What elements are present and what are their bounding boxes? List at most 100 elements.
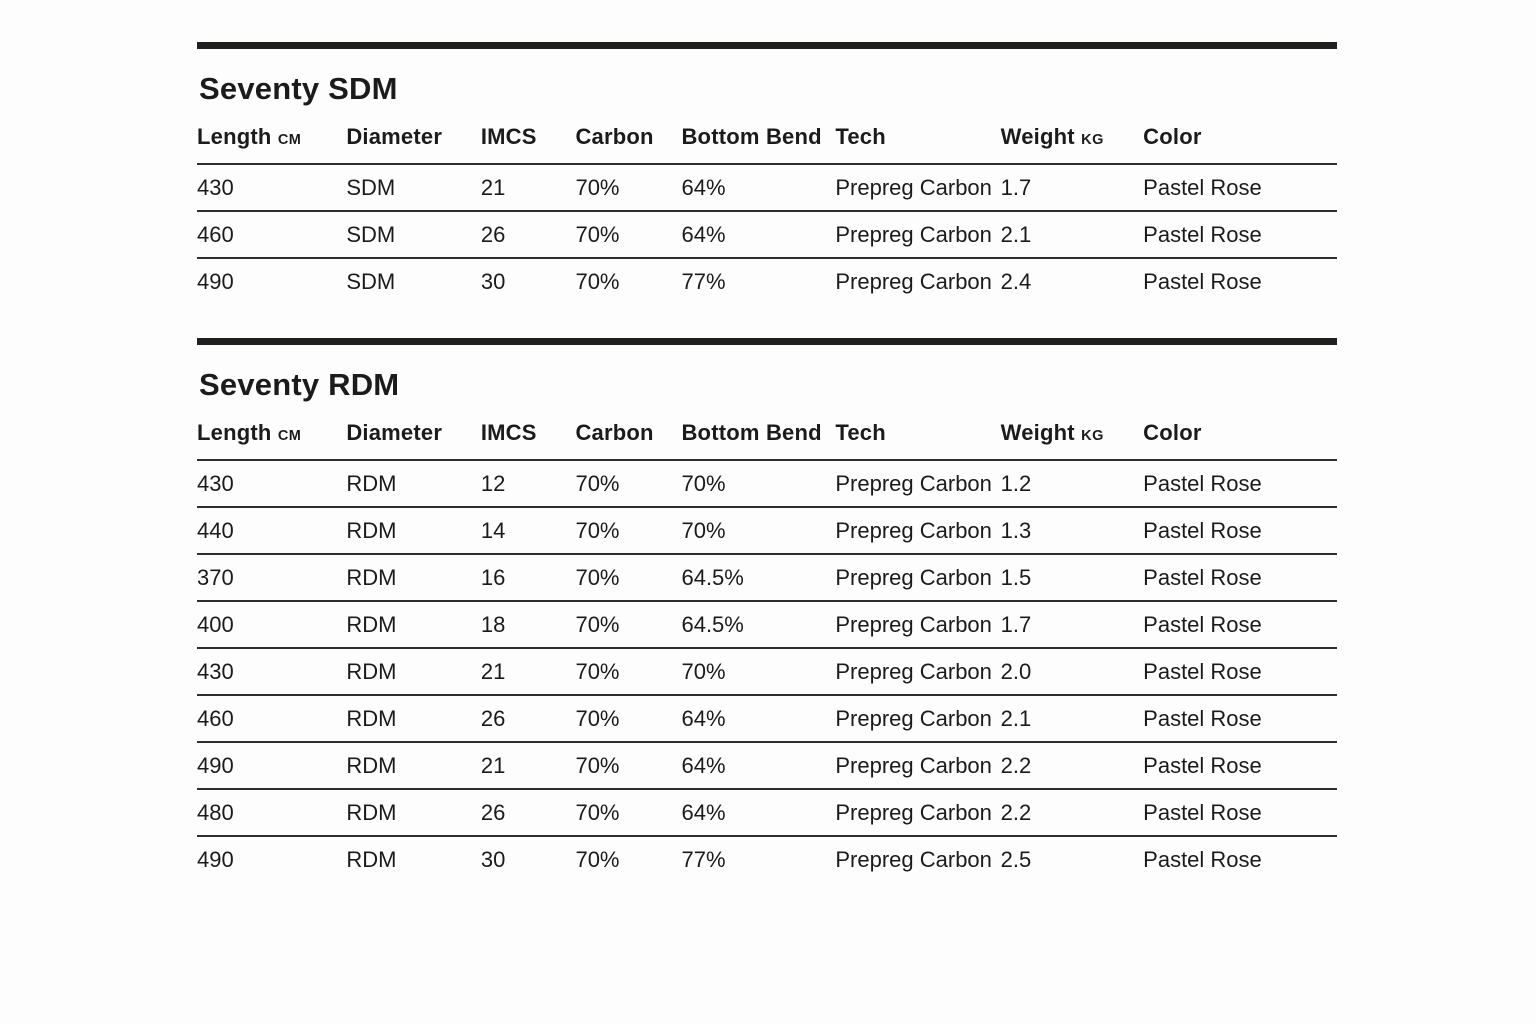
- col-label: Color: [1143, 124, 1202, 149]
- table-cell: 30: [480, 268, 506, 294]
- table-row: 490 RDM 30 70% 77% Prepreg Carbon 2.5 Pastel Ro…: [197, 836, 1337, 882]
- table-cell: 430: [197, 460, 347, 508]
- col-unit-label: CM: [277, 132, 302, 148]
- col-header-diameter: Diameter: [346, 107, 481, 165]
- col-header-imcs: IMCS: [480, 403, 576, 461]
- table-cell: Pastel Rose: [1143, 211, 1337, 259]
- table-row: 460 RDM 26 70% 64% Prepreg Carbon 2.1 Pastel Ro…: [197, 695, 1337, 743]
- header-row: Length CM Diameter IMCS Carbon Bottom Be…: [197, 107, 1337, 165]
- table-row: 400 RDM 18 70% 64.5% Prepreg Carbon 1.7 Pastel …: [197, 601, 1337, 649]
- table-cell: Prepreg Carbon: [835, 846, 992, 872]
- table-cell: 16: [480, 554, 576, 602]
- table-cell: Prepreg Carbon: [835, 695, 1001, 743]
- col-label: Diameter: [346, 124, 443, 149]
- col-header-diameter: Diameter: [346, 403, 481, 461]
- table-cell: RDM: [346, 742, 481, 790]
- table-cell: 1.3: [1000, 507, 1144, 555]
- table-cell: 480: [197, 789, 347, 837]
- col-label: Color: [1143, 420, 1202, 445]
- table-cell: 70%: [575, 507, 682, 555]
- table-row: 480 RDM 26 70% 64% Prepreg Carbon 2.2 Pastel Ro…: [197, 789, 1337, 837]
- table-cell: Prepreg Carbon: [835, 554, 1001, 602]
- table-cell: Pastel Rose: [1143, 507, 1337, 555]
- table-cell: 21: [480, 742, 576, 790]
- table-cell: 70%: [575, 789, 682, 837]
- table-cell: 14: [480, 507, 576, 555]
- table-cell: 26: [480, 789, 576, 837]
- table-cell: 490: [197, 268, 234, 294]
- table-cell: 70%: [681, 648, 836, 696]
- table-cell: 2.2: [1000, 742, 1144, 790]
- col-label: Length: [197, 124, 272, 149]
- table-cell: Pastel Rose: [1143, 601, 1337, 649]
- table-cell: Prepreg Carbon: [835, 164, 1001, 212]
- table-cell: Prepreg Carbon: [835, 789, 1001, 837]
- table-cell: 2.5: [1000, 846, 1032, 872]
- col-label: Diameter: [346, 420, 443, 445]
- table-cell: 18: [480, 601, 576, 649]
- table-cell: 490: [197, 742, 347, 790]
- col-label: Bottom Bend: [681, 124, 822, 149]
- table-cell: 1.5: [1000, 554, 1144, 602]
- table-cell: 12: [480, 460, 576, 508]
- section-title: Seventy RDM: [199, 367, 400, 402]
- table-cell: 490: [197, 846, 234, 872]
- table-cell: Pastel Rose: [1143, 648, 1337, 696]
- table-cell: Prepreg Carbon: [835, 211, 1001, 259]
- table-cell: 70%: [575, 554, 682, 602]
- table-cell: 21: [480, 648, 576, 696]
- table-cell: 370: [197, 554, 347, 602]
- table-cell: 70%: [575, 211, 682, 259]
- table-cell: 64.5%: [681, 554, 836, 602]
- table-cell: SDM: [346, 268, 396, 294]
- col-header-bottom-bend: Bottom Bend: [681, 403, 836, 461]
- table-cell: RDM: [346, 554, 481, 602]
- table-cell: 64%: [681, 211, 836, 259]
- table-cell: Prepreg Carbon: [835, 648, 1001, 696]
- col-header-carbon: Carbon: [575, 403, 682, 461]
- table-cell: 70%: [681, 460, 836, 508]
- table-cell: 70%: [575, 742, 682, 790]
- table-cell: 1.7: [1000, 164, 1144, 212]
- table-cell: 77%: [681, 268, 726, 294]
- table-cell: 400: [197, 601, 347, 649]
- table-cell: 2.0: [1000, 648, 1144, 696]
- table-cell: Pastel Rose: [1143, 789, 1337, 837]
- table-cell: 1.7: [1000, 601, 1144, 649]
- col-header-tech: Tech: [835, 403, 1001, 461]
- table-cell: Pastel Rose: [1143, 695, 1337, 743]
- table-cell: 430: [197, 648, 347, 696]
- col-label: Carbon: [575, 124, 654, 149]
- table-cell: 70%: [575, 648, 682, 696]
- table-cell: 26: [480, 695, 576, 743]
- table-cell: 30: [480, 846, 506, 872]
- table-row: 370 RDM 16 70% 64.5% Prepreg Carbon 1.5 Pastel …: [197, 554, 1337, 602]
- table-cell: 460: [197, 695, 347, 743]
- table-cell: 70%: [575, 460, 682, 508]
- section-seventy-sdm: Seventy SDM Length CM Diameter IMCS Carb…: [197, 42, 1337, 304]
- table-row: 490 SDM 30 70% 77% Prepreg Carbon 2.4 Pastel Ro…: [197, 258, 1337, 304]
- col-label: Weight: [1000, 420, 1075, 445]
- table-cell: RDM: [346, 695, 481, 743]
- table-cell: 70%: [575, 695, 682, 743]
- table-cell: 70%: [575, 601, 682, 649]
- table-cell: 70%: [681, 507, 836, 555]
- col-label: IMCS: [480, 420, 537, 445]
- col-header-weight: Weight KG: [1000, 107, 1144, 165]
- table-cell: 440: [197, 507, 347, 555]
- col-label: Bottom Bend: [681, 420, 822, 445]
- table-row: 440 RDM 14 70% 70% Prepreg Carbon 1.3 Pastel Ro…: [197, 507, 1337, 555]
- col-label: Weight: [1000, 124, 1075, 149]
- table-cell: 460: [197, 211, 347, 259]
- section-divider-bar: [197, 338, 1337, 345]
- col-header-bottom-bend: Bottom Bend: [681, 107, 836, 165]
- table-cell: 1.2: [1000, 460, 1144, 508]
- table-cell: Prepreg Carbon: [835, 507, 1001, 555]
- section-title: Seventy SDM: [199, 71, 398, 106]
- table-row: 430 SDM 21 70% 64% Prepreg Carbon 1.7 Pastel Ro…: [197, 164, 1337, 212]
- table-cell: Pastel Rose: [1143, 742, 1337, 790]
- col-header-imcs: IMCS: [480, 107, 576, 165]
- section-seventy-rdm: Seventy RDM Length CM Diameter IMCS Carb…: [197, 338, 1337, 882]
- sdm-spec-table: Length CM Diameter IMCS Carbon Bottom Be…: [197, 107, 1337, 304]
